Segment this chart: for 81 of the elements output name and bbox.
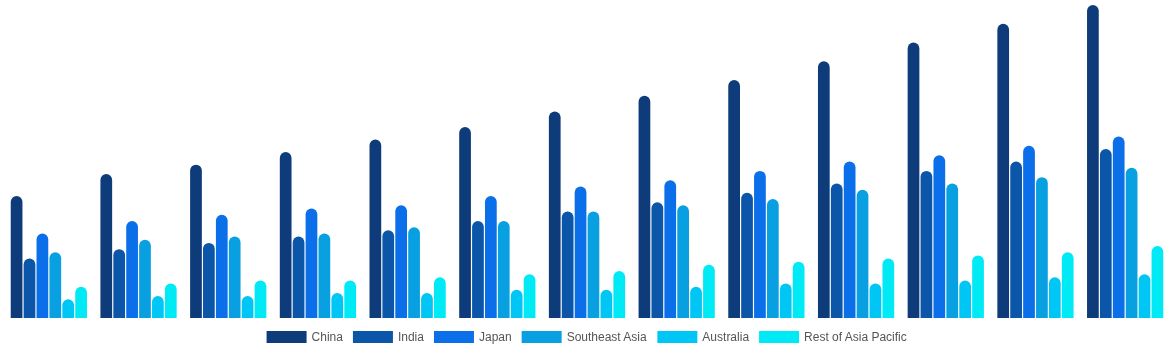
bar	[1010, 161, 1022, 318]
bar	[164, 283, 177, 318]
bar	[1112, 136, 1125, 318]
bar	[574, 186, 587, 318]
bar	[1036, 177, 1048, 318]
bar	[779, 283, 792, 318]
bar	[369, 139, 382, 318]
bar	[484, 195, 497, 318]
bar	[434, 277, 446, 318]
bar	[510, 289, 523, 318]
bar	[766, 199, 779, 318]
bar	[972, 255, 984, 318]
bar	[421, 292, 433, 318]
bar	[408, 227, 420, 318]
bar	[10, 195, 23, 318]
bar	[190, 164, 202, 318]
bar	[920, 170, 933, 318]
bar	[228, 236, 241, 318]
bar	[1099, 148, 1112, 318]
bar	[946, 183, 959, 318]
bar	[113, 249, 126, 318]
legend-label: Australia	[702, 330, 750, 344]
bar	[561, 211, 574, 318]
bar	[1138, 274, 1151, 318]
bar	[959, 280, 971, 318]
bar	[1087, 5, 1099, 318]
bar	[126, 220, 138, 318]
bar	[843, 161, 856, 318]
bar	[856, 189, 869, 318]
bar	[1061, 252, 1074, 318]
bar	[830, 183, 843, 318]
bar	[1023, 145, 1035, 318]
bar	[907, 42, 920, 318]
bar	[344, 280, 357, 318]
bar	[703, 264, 715, 318]
bar	[382, 230, 395, 318]
bar	[279, 152, 292, 318]
bar	[23, 258, 36, 318]
bar	[754, 170, 766, 318]
bar	[933, 155, 946, 318]
bar	[254, 280, 267, 318]
bar	[690, 286, 702, 318]
bar	[677, 205, 690, 318]
bar	[497, 220, 510, 318]
bar	[395, 205, 408, 318]
legend-label: Southeast Asia	[566, 330, 648, 344]
bar	[100, 174, 113, 318]
bar	[331, 292, 344, 318]
bar	[75, 286, 87, 318]
bar	[792, 261, 805, 318]
bar	[305, 208, 318, 318]
bar	[1125, 167, 1138, 318]
legend-label: Japan	[478, 330, 512, 344]
bar	[548, 111, 561, 318]
bar	[869, 283, 882, 318]
bar	[882, 258, 895, 318]
bar	[49, 252, 62, 318]
bar	[459, 127, 471, 318]
bar	[651, 202, 664, 318]
bar	[215, 214, 228, 318]
legend-label: China	[311, 330, 344, 344]
bar	[587, 211, 600, 318]
bar	[997, 23, 1010, 318]
bar	[817, 61, 830, 318]
bar	[292, 236, 305, 318]
bar	[139, 239, 151, 318]
legend-label: India	[397, 330, 425, 344]
bar	[203, 242, 215, 318]
bar	[523, 274, 536, 318]
bar	[741, 192, 753, 318]
bar	[472, 220, 484, 318]
bar	[638, 95, 651, 318]
bar	[664, 180, 677, 318]
legend-label: Rest of Asia Pacific	[804, 330, 907, 344]
bar	[613, 271, 626, 318]
bar	[318, 233, 331, 318]
bar	[1048, 277, 1061, 318]
bar	[36, 233, 49, 318]
bar	[1151, 246, 1164, 318]
bar	[728, 80, 740, 318]
bar	[600, 289, 613, 318]
